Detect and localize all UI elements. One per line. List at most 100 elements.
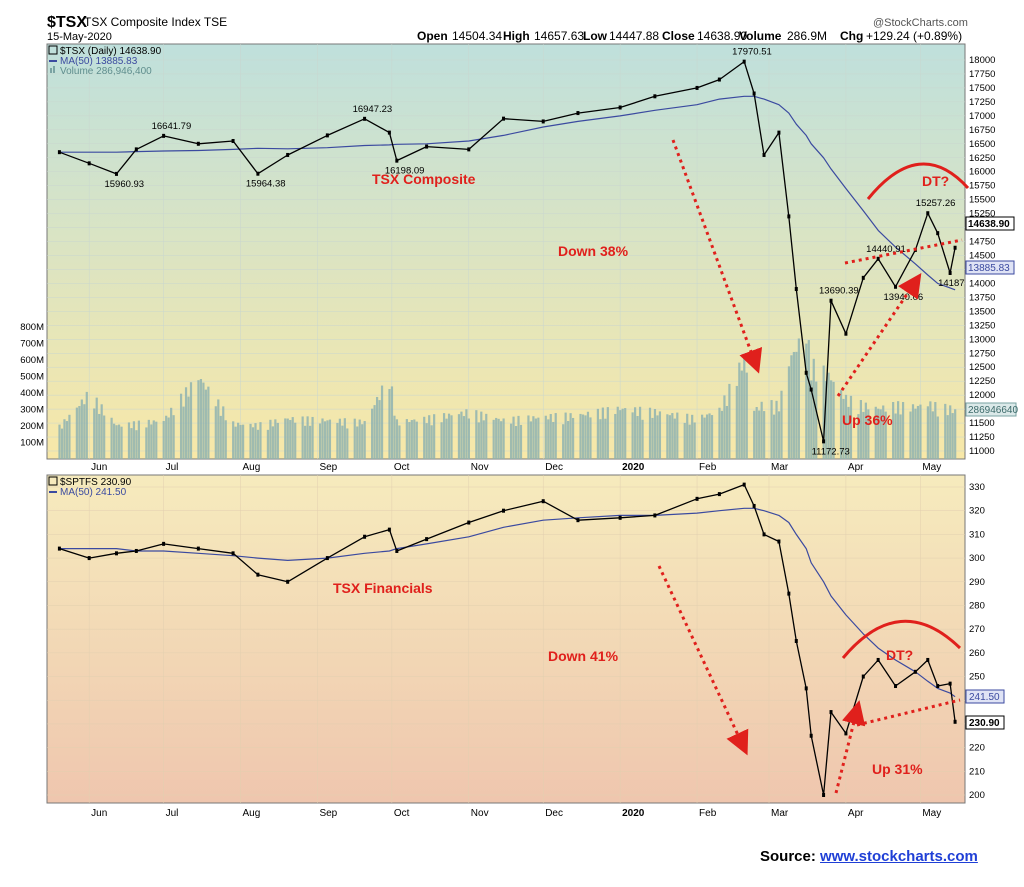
volume-bar (728, 383, 731, 459)
top-month-label: Apr (848, 462, 864, 473)
volume-bar (738, 362, 741, 459)
volume-bar (433, 414, 436, 459)
bottom-price-line-candle (618, 515, 622, 520)
top-y-tick: 16250 (969, 153, 995, 164)
volume-bar (197, 380, 200, 459)
volume-bar (884, 411, 887, 459)
bottom-price-line-candle (425, 537, 429, 542)
high-value: 14657.63 (534, 29, 584, 43)
volume-bar (512, 416, 515, 459)
volume-bar (423, 416, 426, 459)
price-point-label: 14440.91 (866, 244, 906, 255)
volume-bar (720, 410, 724, 459)
volume-bar (259, 422, 262, 459)
volume-bar (822, 365, 825, 459)
top-y-tick: 17250 (969, 97, 995, 108)
volume-bar (482, 420, 485, 459)
bottom-price-line-candle (256, 572, 260, 577)
volume-bar (862, 411, 865, 459)
top-price-line-candle (618, 105, 622, 110)
label-dt-top: DT? (922, 173, 949, 189)
top-price-line-candle (256, 171, 260, 176)
volume-bar (929, 401, 932, 459)
volume-tick: 700M (20, 339, 44, 350)
top-y-tick: 11500 (969, 418, 995, 429)
volume-bar (68, 414, 71, 459)
label-up-36: Up 36% (842, 412, 893, 428)
bottom-y-tick: 200 (969, 790, 985, 801)
volume-bar (375, 396, 379, 459)
volume-bar (772, 414, 776, 459)
chg-label: Chg (840, 29, 863, 43)
volume-bar (849, 395, 853, 459)
top-price-line-candle (926, 211, 930, 216)
volume-bar (103, 415, 106, 459)
volume-bar (204, 389, 207, 459)
top-month-label: Jul (166, 462, 179, 473)
bottom-price-line-candle (953, 719, 957, 724)
volume-bar (224, 420, 227, 459)
close-value: 14638.90 (697, 29, 747, 43)
volume-bar (805, 343, 808, 459)
volume-bar (189, 382, 193, 459)
volume-bar (584, 415, 587, 459)
volume-tick: 400M (20, 388, 44, 399)
volume-bar (899, 414, 902, 459)
bottom-price-line-candle (87, 556, 91, 561)
low-value: 14447.88 (609, 29, 659, 43)
top-y-tick: 16000 (969, 167, 995, 178)
volume-bar (529, 421, 533, 459)
volume-bar (343, 418, 346, 459)
top-y-tick: 11250 (969, 432, 995, 443)
volume-bar (514, 426, 518, 459)
volume-bar (135, 430, 138, 459)
source-link[interactable]: www.stockcharts.com (820, 848, 978, 865)
label-dt-bottom: DT? (886, 647, 913, 663)
volume-bar (688, 424, 691, 459)
bottom-price-line-candle (804, 686, 808, 691)
bottom-ma-box: 241.50 (969, 692, 1000, 703)
bottom-price-line-candle (231, 551, 235, 556)
volume-bar (442, 413, 446, 459)
top-y-tick: 17750 (969, 69, 995, 80)
dt-arc-top (866, 162, 970, 200)
legend-volume: Volume 286,946,400 (60, 66, 152, 77)
bottom-price-line-candle (913, 669, 917, 674)
volume-bar (242, 424, 245, 459)
volume-bar (547, 419, 550, 459)
volume-bar (408, 422, 411, 459)
volume-bar (892, 402, 895, 459)
top-price-line-candle (794, 287, 798, 292)
top-y-tick: 15250 (969, 209, 995, 220)
volume-bar (182, 406, 185, 459)
top-y-tick: 13500 (969, 306, 995, 317)
volume-bar (827, 372, 830, 459)
bottom-month-label: Dec (545, 808, 563, 819)
volume-bar (606, 407, 609, 459)
price-point-label: 13690.39 (819, 286, 859, 297)
bottom-close-box: 230.90 (969, 718, 1000, 729)
arrow-up-bottom (834, 700, 866, 794)
bottom-price-line-candle (541, 499, 545, 504)
top-y-tick: 14500 (969, 251, 995, 262)
top-close-box: 14638.90 (968, 219, 1010, 230)
top-y-tick: 12250 (969, 376, 995, 387)
bottom-price-line-candle (395, 548, 399, 553)
volume-bar (671, 413, 674, 459)
watermark: @StockCharts.com (873, 17, 968, 29)
volume-bar (579, 413, 582, 459)
top-price-line-candle (541, 119, 545, 124)
volume-bar (286, 418, 289, 459)
top-y-tick: 18000 (969, 55, 995, 66)
volume-bar (363, 421, 366, 459)
volume-bar (567, 421, 570, 459)
volume-bar (167, 417, 170, 459)
price-point-label: 14187 (938, 278, 964, 289)
volume-bar (117, 424, 121, 459)
volume-bar (916, 405, 920, 459)
volume-bar (311, 416, 314, 459)
volume-bar (155, 421, 158, 459)
volume-bar (619, 410, 622, 459)
volume-bar (78, 406, 81, 459)
top-annotations: TSX Composite Down 38% Up 36% DT? (372, 139, 970, 428)
